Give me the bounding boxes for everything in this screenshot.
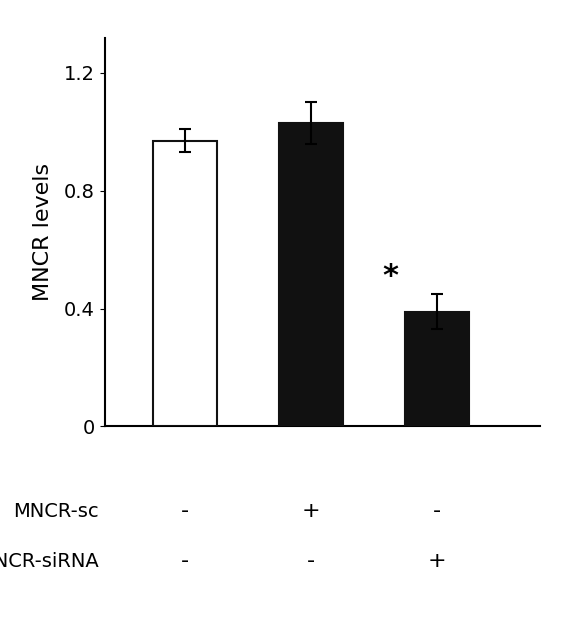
Text: -: - [181, 551, 189, 571]
Text: +: + [302, 501, 320, 521]
Bar [279, 123, 343, 426]
Text: -: - [307, 551, 315, 571]
Text: MNCR-sc: MNCR-sc [13, 502, 99, 520]
Bar [405, 312, 469, 426]
Text: -: - [181, 501, 189, 521]
Text: *: * [382, 262, 398, 291]
Text: MNCR-siRNA: MNCR-siRNA [0, 552, 99, 571]
Y-axis label: MNCR levels: MNCR levels [33, 163, 53, 301]
Bar [153, 140, 217, 426]
Text: +: + [428, 551, 446, 571]
Text: -: - [433, 501, 441, 521]
